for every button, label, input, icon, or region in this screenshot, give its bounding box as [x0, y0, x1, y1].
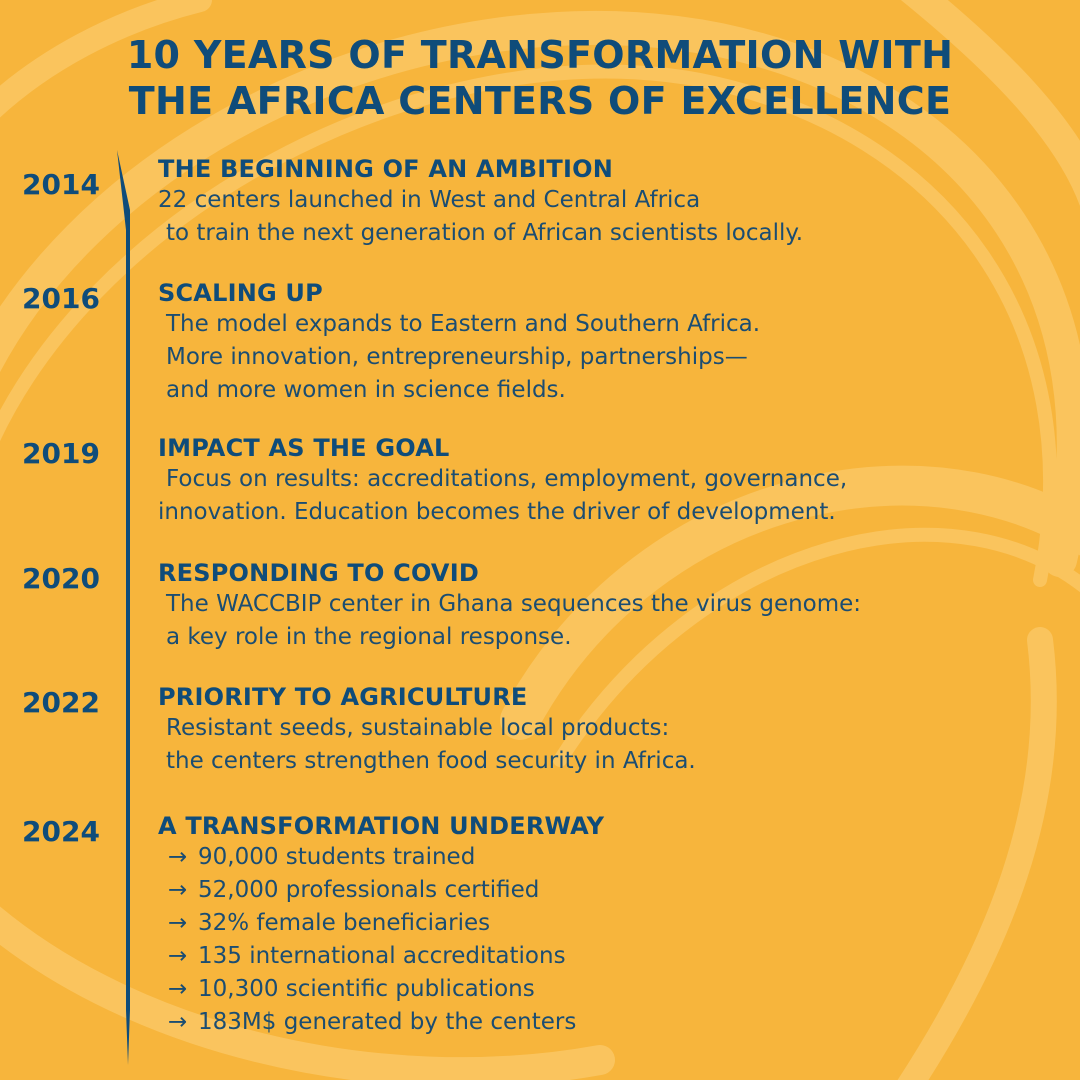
timeline-year: 2014 [22, 168, 100, 201]
entry-heading: PRIORITY TO AGRICULTURE [158, 683, 528, 711]
entry-heading: SCALING UP [158, 279, 323, 307]
timeline-year: 2019 [22, 437, 100, 470]
title-line-1: 10 YEARS OF TRANSFORMATION WITH [126, 33, 954, 77]
entry-text: The model expands to Eastern and Souther… [166, 311, 761, 337]
entry-heading: A TRANSFORMATION UNDERWAY [158, 812, 605, 840]
title-line-2: THE AFRICA CENTERS OF EXCELLENCE [128, 79, 952, 123]
entry-text: More innovation, entrepreneurship, partn… [166, 344, 748, 370]
timeline-entry-2024: A TRANSFORMATION UNDERWAY → 90,000 studen… [158, 811, 1058, 1039]
timeline-year: 2024 [22, 815, 100, 848]
arrow-right-icon: → [168, 910, 188, 936]
entry-text: innovation. Education becomes the driver… [158, 499, 836, 525]
list-item: → 183M$ generated by the centers [158, 1006, 1058, 1039]
page-title: 10 YEARS OF TRANSFORMATION WITH THE AFRI… [0, 32, 1080, 124]
entry-text: and more women in science fields. [166, 377, 566, 403]
timeline-year: 2020 [22, 562, 100, 595]
entry-text: the centers strengthen food security in … [166, 748, 696, 774]
timeline-entry-2019: IMPACT AS THE GOAL Focus on results: acc… [158, 433, 1058, 529]
timeline-year: 2022 [22, 686, 100, 719]
timeline-spine [117, 150, 130, 1065]
arrow-right-icon: → [168, 877, 188, 903]
entry-text: The WACCBIP center in Ghana sequences th… [166, 591, 862, 617]
timeline-entry-2016: SCALING UP The model expands to Eastern … [158, 278, 1058, 407]
entry-text: 22 centers launched in West and Central … [158, 187, 701, 213]
list-item: → 135 international accreditations [158, 940, 1058, 973]
entry-text: Resistant seeds, sustainable local produ… [166, 715, 670, 741]
entry-text: a key role in the regional response. [166, 624, 572, 650]
timeline-entry-2020: RESPONDING TO COVID The WACCBIP center i… [158, 558, 1058, 654]
timeline-entry-2022: PRIORITY TO AGRICULTURE Resistant seeds,… [158, 682, 1058, 778]
entry-heading: RESPONDING TO COVID [158, 559, 479, 587]
arrow-right-icon: → [168, 976, 188, 1002]
list-item: → 52,000 professionals certified [158, 874, 1058, 907]
entry-heading: THE BEGINNING OF AN AMBITION [158, 155, 614, 183]
timeline-entry-2014: THE BEGINNING OF AN AMBITION 22 centers … [158, 154, 1058, 250]
entry-text: to train the next generation of African … [166, 220, 804, 246]
list-item: → 90,000 students trained [158, 841, 1058, 874]
entry-heading: IMPACT AS THE GOAL [158, 434, 450, 462]
arrow-right-icon: → [168, 844, 188, 870]
list-item: → 32% female beneficiaries [158, 907, 1058, 940]
list-item: → 10,300 scientific publications [158, 973, 1058, 1006]
entry-text: Focus on results: accreditations, employ… [166, 466, 848, 492]
arrow-right-icon: → [168, 1009, 188, 1035]
timeline-year: 2016 [22, 282, 100, 315]
arrow-right-icon: → [168, 943, 188, 969]
